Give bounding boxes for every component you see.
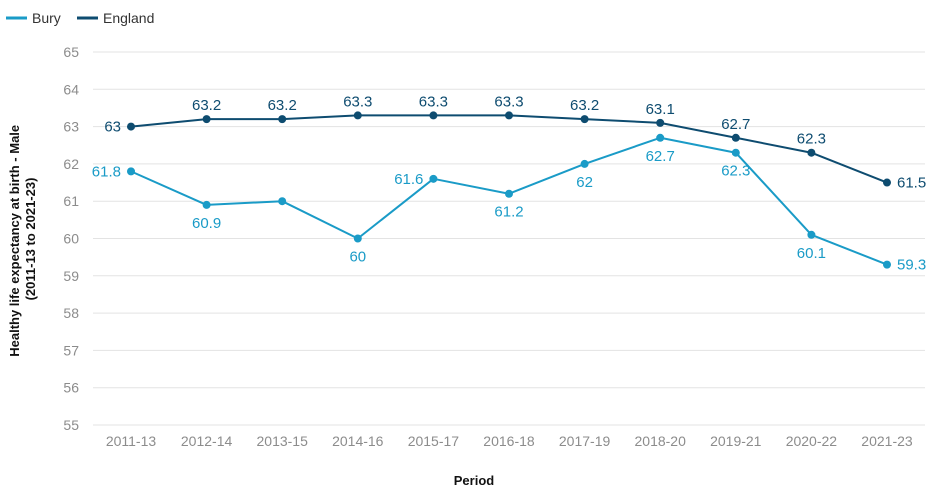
y-tick-label: 59 <box>63 268 79 284</box>
x-tick-label: 2020-22 <box>786 433 838 449</box>
y-axis-title-line-2: (2011-13 to 2021-23) <box>23 178 38 301</box>
x-tick-label: 2013-15 <box>257 433 309 449</box>
data-label-england: 63.2 <box>570 97 599 114</box>
y-axis-title: Healthy life expectancy at birth - Male … <box>7 121 38 357</box>
data-label-bury: 61.8 <box>92 163 121 180</box>
data-point-england <box>656 118 665 127</box>
data-labels: 61.8 60.9 60 61.6 61.2 62 62.7 62.3 60.1 59.3 63 63… <box>92 93 926 273</box>
legend: Bury England <box>6 10 154 26</box>
gridlines <box>93 51 925 426</box>
y-axis-title-line-1: Healthy life expectancy at birth - Male <box>7 125 22 357</box>
data-point-bury <box>353 234 362 243</box>
data-point-bury <box>731 148 740 157</box>
legend-label-bury: Bury <box>32 10 61 26</box>
data-label-bury: 62.7 <box>646 148 675 165</box>
x-axis-ticks: 2011-13 2012-14 2013-15 2014-16 2015-17 2016-… <box>106 433 913 449</box>
data-point-bury <box>883 260 891 269</box>
data-label-bury: 60.9 <box>192 215 221 232</box>
data-point-england <box>505 111 513 120</box>
y-axis-ticks: 55 56 57 58 59 60 61 62 63 64 65 <box>63 44 79 433</box>
data-label-bury: 62.3 <box>721 163 750 180</box>
data-point-england <box>807 148 816 157</box>
x-tick-label: 2021-23 <box>861 433 913 449</box>
data-label-england: 63.2 <box>192 97 221 114</box>
y-tick-label: 55 <box>63 417 79 433</box>
x-tick-label: 2016-18 <box>483 433 535 449</box>
y-tick-label: 60 <box>63 231 79 247</box>
data-point-bury <box>127 167 135 176</box>
data-label-england: 62.3 <box>797 131 826 148</box>
data-label-bury: 62 <box>576 174 593 191</box>
x-tick-label: 2018-20 <box>635 433 687 449</box>
data-point-bury <box>202 200 211 209</box>
data-point-england <box>353 111 362 120</box>
data-point-england <box>202 115 211 124</box>
data-point-england <box>883 178 891 187</box>
x-tick-label: 2015-17 <box>408 433 460 449</box>
data-point-bury <box>580 159 589 168</box>
x-tick-label: 2012-14 <box>181 433 233 449</box>
data-point-england <box>580 115 589 124</box>
series-line-england <box>130 114 888 184</box>
data-point-bury <box>807 230 816 239</box>
x-axis-title: Period <box>454 473 495 488</box>
data-label-england: 63.3 <box>419 93 448 110</box>
data-label-bury: 59.3 <box>897 257 926 274</box>
data-label-england: 63.1 <box>646 101 675 118</box>
y-tick-label: 56 <box>63 380 79 396</box>
data-point-bury <box>656 133 665 142</box>
x-tick-label: 2014-16 <box>332 433 384 449</box>
data-label-england: 63.2 <box>268 97 297 114</box>
y-tick-label: 65 <box>63 44 79 60</box>
legend-label-england: England <box>103 10 154 26</box>
y-tick-label: 63 <box>63 119 79 135</box>
data-label-bury: 60 <box>349 249 366 266</box>
data-point-bury <box>429 174 438 183</box>
series-layer <box>127 111 891 269</box>
data-point-england <box>127 122 135 131</box>
data-label-bury: 60.1 <box>797 245 826 262</box>
data-label-england: 63.3 <box>343 93 372 110</box>
data-label-england: 61.5 <box>897 175 926 192</box>
y-tick-label: 62 <box>63 156 79 172</box>
y-tick-label: 58 <box>63 305 79 321</box>
data-label-england: 63.3 <box>494 93 523 110</box>
x-tick-label: 2011-13 <box>106 433 157 449</box>
x-tick-label: 2017-19 <box>559 433 611 449</box>
y-tick-label: 64 <box>63 81 79 97</box>
data-label-england: 62.7 <box>721 116 750 133</box>
data-label-bury: 61.2 <box>494 204 523 221</box>
data-point-england <box>278 115 287 124</box>
data-point-england <box>731 133 740 142</box>
y-tick-label: 57 <box>63 342 79 358</box>
y-tick-label: 61 <box>63 193 79 209</box>
data-label-bury: 61.6 <box>394 171 423 188</box>
data-point-bury <box>505 189 513 198</box>
data-point-bury <box>278 197 287 206</box>
data-point-england <box>429 111 438 120</box>
data-label-england: 63 <box>104 119 121 136</box>
x-tick-label: 2019-21 <box>710 433 762 449</box>
